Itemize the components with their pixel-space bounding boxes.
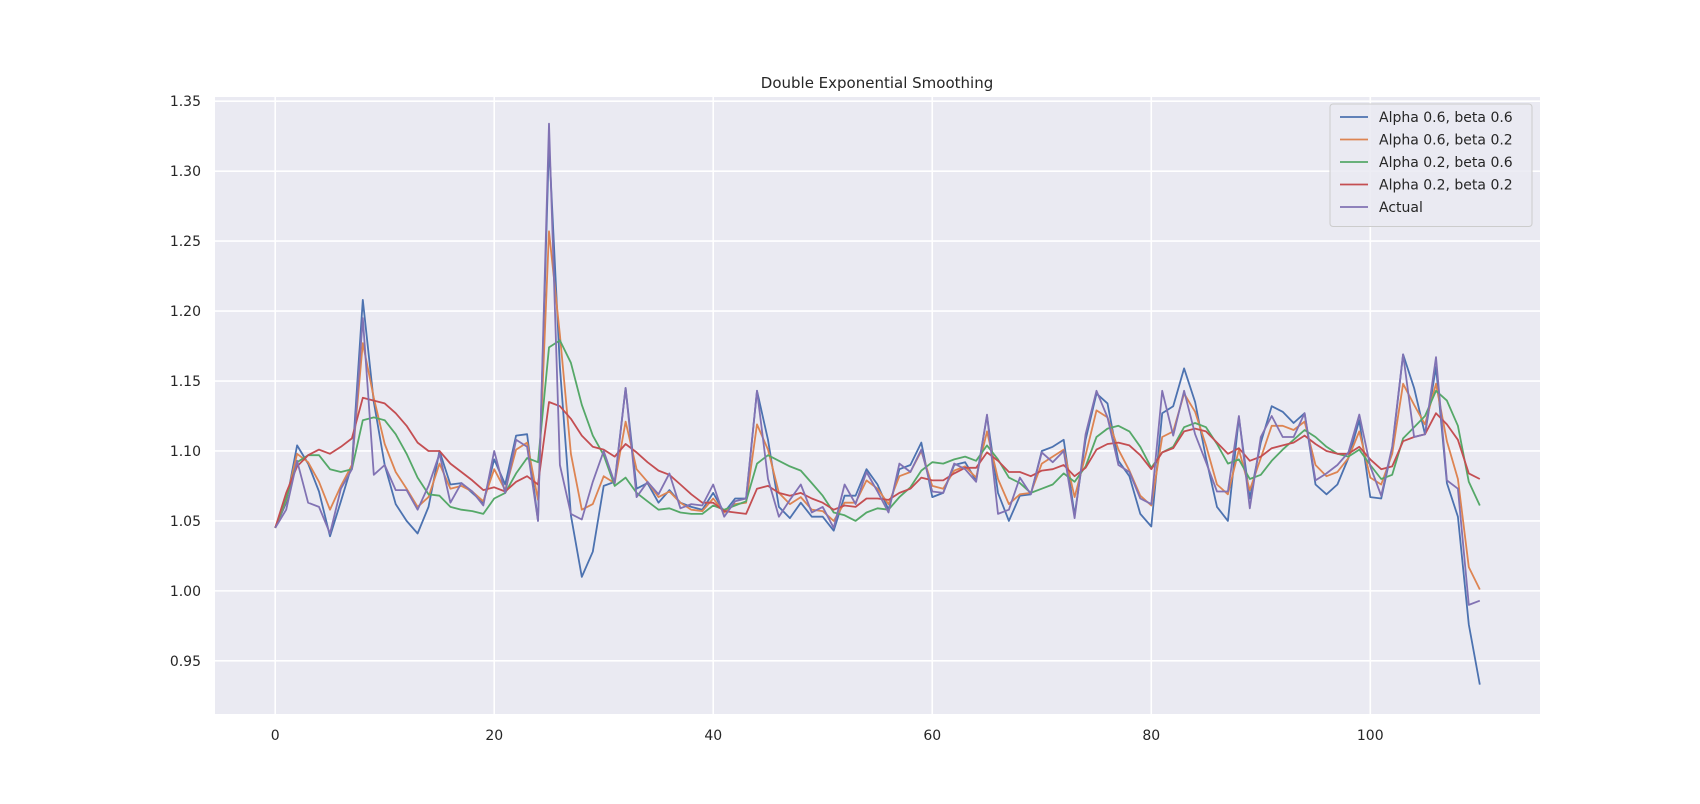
x-tick-label: 60 [923, 728, 941, 744]
y-tick-label: 1.05 [170, 514, 201, 530]
legend-label: Alpha 0.2, beta 0.6 [1379, 155, 1513, 171]
gridlines [215, 97, 1540, 714]
legend-box [1329, 103, 1533, 227]
y-tick-label: 1.35 [170, 94, 201, 110]
legend-label: Alpha 0.6, beta 0.6 [1379, 110, 1513, 126]
y-tick-label: 1.15 [170, 374, 201, 390]
x-tick-label: 100 [1357, 728, 1384, 744]
y-tick-label: 0.95 [170, 654, 201, 670]
plot-background [215, 97, 1540, 714]
series-line-3 [274, 339, 1481, 529]
series-line-4 [274, 396, 1481, 529]
y-axis-ticks: 0.95 1.00 1.05 1.10 1.15 1.20 1.25 1.30 1.35 [170, 94, 201, 670]
x-tick-label: 20 [485, 728, 503, 744]
y-tick-label: 1.10 [170, 444, 201, 460]
x-tick-label: 40 [704, 728, 722, 744]
y-tick-label: 1.25 [170, 234, 201, 250]
series-lines [274, 122, 1481, 685]
x-tick-label: 80 [1142, 728, 1160, 744]
x-tick-label: 0 [271, 728, 280, 744]
y-tick-label: 1.20 [170, 304, 201, 320]
y-tick-label: 1.00 [170, 584, 201, 600]
legend-label: Actual [1379, 200, 1423, 216]
y-tick-label: 1.30 [170, 164, 201, 180]
x-axis-ticks: 0 20 40 60 80 100 [271, 728, 1384, 744]
chart-title: Double Exponential Smoothing [761, 74, 993, 92]
legend: Alpha 0.6, beta 0.6 Alpha 0.6, beta 0.2 Al… [1329, 103, 1533, 227]
legend-label: Alpha 0.2, beta 0.2 [1379, 178, 1513, 194]
series-line-5 [274, 122, 1481, 606]
legend-label: Alpha 0.6, beta 0.2 [1379, 133, 1513, 149]
